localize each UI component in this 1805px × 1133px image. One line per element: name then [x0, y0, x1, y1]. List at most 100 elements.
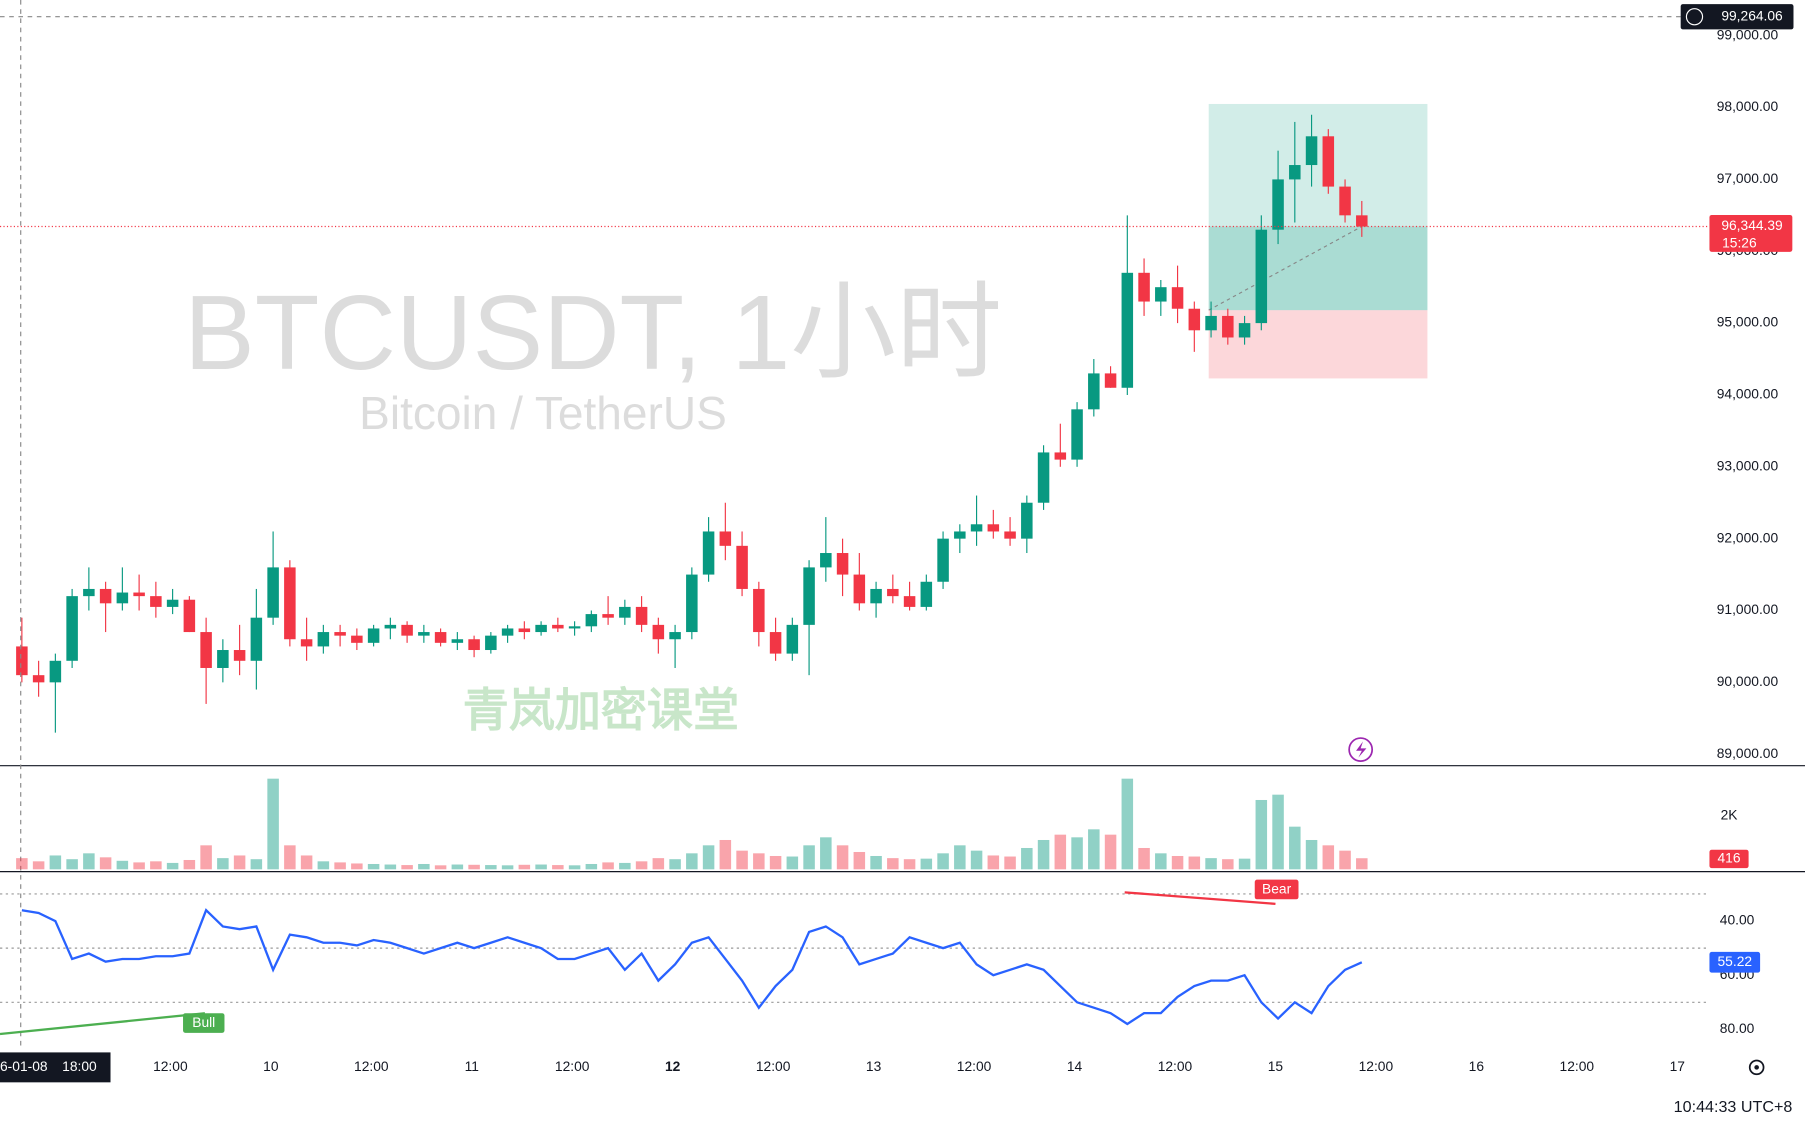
candle-body — [769, 632, 782, 654]
candle-body — [1037, 452, 1050, 503]
volume-bar — [150, 861, 162, 870]
x-tick-label: 12:00 — [354, 1058, 389, 1074]
volume-bar — [1054, 834, 1067, 870]
candle-body — [669, 632, 681, 640]
candle-body — [535, 624, 547, 633]
last-price-label: 96,344.39 — [1721, 217, 1783, 233]
candle-body — [786, 624, 799, 654]
volume-bar — [585, 863, 598, 870]
volume-bar — [32, 861, 45, 870]
settings-icon[interactable] — [1748, 1059, 1765, 1076]
candle-body — [1121, 272, 1134, 388]
y-tick-label: 90,000.00 — [1717, 673, 1779, 689]
bull-box — [183, 1013, 225, 1033]
volume-bar — [1222, 859, 1234, 870]
volume-bar — [16, 858, 28, 870]
crosshair-price-label: 99,264.06 — [1721, 7, 1783, 23]
y-tick-label: 95,000.00 — [1717, 314, 1779, 330]
candle-body — [317, 632, 330, 647]
volume-bar — [233, 855, 246, 870]
candle-body — [233, 650, 246, 661]
candle-body — [820, 553, 832, 568]
rsi-last-label: 55.22 — [1718, 953, 1753, 969]
lightning-icon[interactable] — [1348, 737, 1374, 762]
candle-body — [1021, 502, 1033, 539]
volume-bar — [1205, 858, 1217, 870]
y-tick-label: 99,000.00 — [1717, 26, 1779, 42]
candle-body — [401, 624, 413, 636]
candle-body — [1205, 315, 1217, 331]
watermark-brand: 青岚加密课堂 — [463, 684, 739, 736]
volume-bar — [485, 865, 497, 870]
volume-last-box — [1709, 849, 1749, 869]
candle-body — [836, 553, 849, 575]
x-tick-label: 12:00 — [1359, 1058, 1394, 1074]
x-tick-label: 15 — [1268, 1058, 1284, 1074]
volume-bar — [434, 865, 447, 870]
rsi-last-box — [1709, 951, 1761, 973]
volume-bar — [468, 864, 480, 870]
crosshair-price-box — [1680, 4, 1794, 30]
volume-bar — [401, 865, 413, 870]
x-tick-label: 14 — [1067, 1058, 1083, 1074]
watermark-symbol: BTCUSDT, 1小时 — [184, 274, 1002, 392]
volume-bar — [351, 863, 363, 870]
candle-body — [367, 628, 380, 643]
volume-bar — [200, 845, 212, 870]
volume-bar — [887, 858, 899, 870]
volume-bar — [1071, 837, 1083, 870]
volume-bar — [66, 859, 78, 870]
candle-body — [1238, 323, 1251, 338]
candle-body — [66, 596, 78, 661]
volume-bar — [954, 845, 966, 870]
volume-bar — [1037, 839, 1050, 870]
candle-body — [987, 524, 1000, 532]
candle-body — [920, 581, 933, 607]
crosshair-date: 6-01-08 — [0, 1058, 48, 1074]
candle-body — [753, 588, 765, 633]
countdown: 15:26 — [1722, 234, 1757, 250]
candle-body — [1088, 373, 1100, 410]
x-tick-label: 12:00 — [1158, 1058, 1193, 1074]
volume-bar — [552, 865, 564, 870]
volume-bar — [1004, 856, 1016, 870]
x-tick-label: 12:00 — [1560, 1058, 1595, 1074]
y-tick-label: 98,000.00 — [1717, 98, 1779, 114]
volume-bar — [1322, 845, 1335, 870]
volume-bar — [1171, 855, 1184, 870]
candle-body — [954, 531, 966, 539]
candle-body — [133, 592, 145, 597]
candle-body — [870, 588, 882, 604]
candle-body — [602, 614, 614, 618]
volume-bar — [217, 858, 229, 870]
candle-body — [970, 524, 983, 532]
volume-last-label: 416 — [1718, 850, 1741, 866]
x-tick-label: 12:00 — [756, 1058, 791, 1074]
candle-body — [1171, 287, 1184, 309]
candle-body — [619, 606, 631, 618]
volume-bar — [836, 845, 849, 870]
candle-body — [1054, 452, 1067, 460]
y-tick-label: 80.00 — [1720, 1020, 1755, 1036]
candle-body — [166, 599, 179, 607]
candle-body — [16, 646, 28, 676]
candle-body — [1322, 136, 1335, 187]
volume-bar — [853, 851, 866, 870]
volume-bar — [903, 859, 916, 870]
volume-bar — [49, 855, 62, 870]
volume-bar — [602, 862, 614, 870]
volume-bar — [166, 862, 179, 870]
candle-body — [501, 628, 514, 636]
y-tick-label: 89,000.00 — [1717, 745, 1779, 761]
candle-body — [1104, 373, 1117, 388]
candle-body — [99, 588, 112, 604]
bull-divergence — [0, 1012, 206, 1036]
volume-bar — [987, 855, 1000, 870]
crosshair-time: 18:00 — [62, 1058, 97, 1074]
y-tick-label: 94,000.00 — [1717, 386, 1779, 402]
volume-bar — [1155, 853, 1167, 870]
volume-bar — [535, 864, 547, 870]
volume-bar — [99, 857, 112, 870]
volume-bar — [518, 864, 531, 870]
candle-body — [217, 650, 229, 668]
